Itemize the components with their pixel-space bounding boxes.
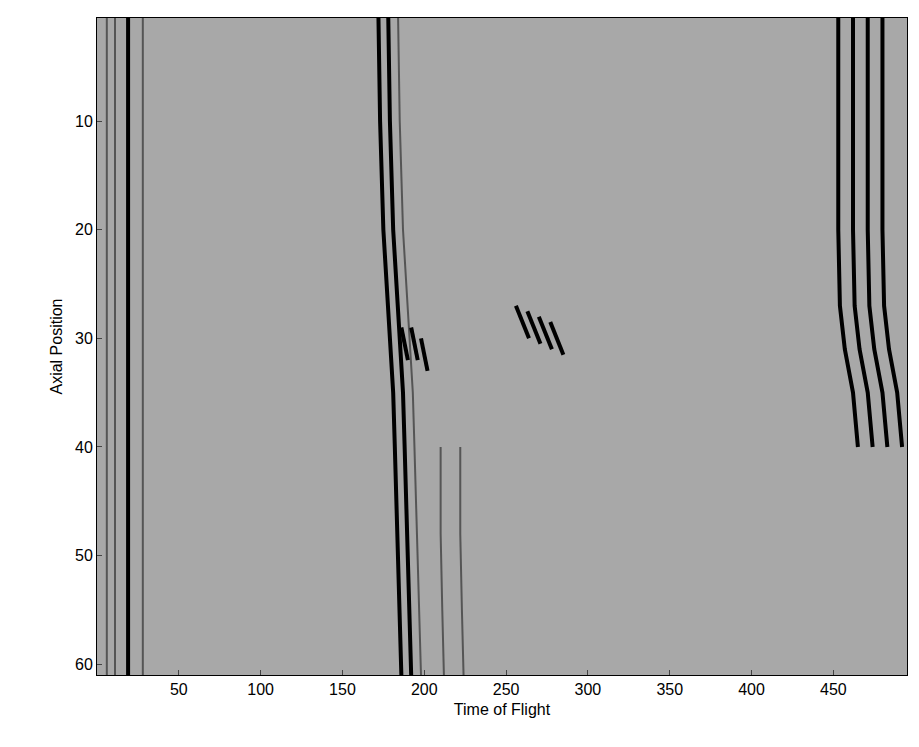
svg-text:40: 40 — [75, 439, 93, 456]
svg-text:150: 150 — [329, 681, 356, 698]
svg-text:350: 350 — [656, 681, 683, 698]
svg-text:30: 30 — [75, 330, 93, 347]
svg-text:Time of Flight: Time of Flight — [454, 701, 551, 718]
svg-text:300: 300 — [575, 681, 602, 698]
svg-text:50: 50 — [170, 681, 188, 698]
svg-text:60: 60 — [75, 656, 93, 673]
svg-text:50: 50 — [75, 547, 93, 564]
svg-text:Axial Position: Axial Position — [48, 298, 65, 394]
svg-text:250: 250 — [493, 681, 520, 698]
svg-text:10: 10 — [75, 113, 93, 130]
svg-text:400: 400 — [738, 681, 765, 698]
svg-text:20: 20 — [75, 221, 93, 238]
svg-text:200: 200 — [411, 681, 438, 698]
svg-text:450: 450 — [820, 681, 847, 698]
svg-text:100: 100 — [247, 681, 274, 698]
